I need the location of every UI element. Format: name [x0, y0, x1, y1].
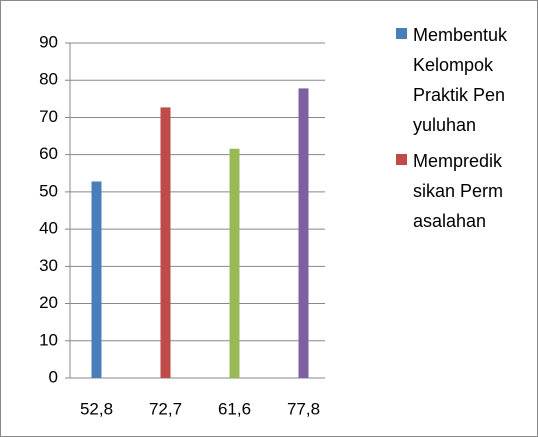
legend-swatch: [396, 154, 407, 165]
y-tick-label: 10: [39, 330, 58, 349]
x-tick-label: 61,6: [218, 399, 251, 418]
bar: [298, 88, 309, 379]
legend-swatch: [396, 28, 407, 39]
y-tick-label: 30: [39, 256, 58, 275]
legend-label: Membentuk Kelompok Praktik Penyuluhan: [413, 25, 508, 135]
y-tick-label: 90: [39, 32, 58, 51]
y-tick-label: 40: [39, 219, 58, 238]
legend: Membentuk Kelompok Praktik Penyuluhan Mem…: [396, 20, 536, 242]
legend-label: Memprediksikan Permasalahan: [413, 151, 504, 231]
y-tick-label: 20: [39, 293, 58, 312]
x-tick-label: 77,8: [287, 399, 320, 418]
y-tick-label: 50: [39, 181, 58, 200]
x-tick-label: 72,7: [149, 399, 182, 418]
legend-entry: Membentuk Kelompok Praktik Penyuluhan: [396, 20, 536, 140]
bar: [229, 148, 240, 378]
y-tick-label: 70: [39, 107, 58, 126]
y-tick-label: 80: [39, 70, 58, 89]
y-tick-label: 60: [39, 144, 58, 163]
y-tick-label: 0: [49, 367, 58, 386]
legend-entry: Memprediksikan Permasalahan: [396, 146, 536, 236]
bar: [160, 107, 171, 379]
x-tick-label: 52,8: [80, 399, 113, 418]
bar: [91, 181, 102, 378]
